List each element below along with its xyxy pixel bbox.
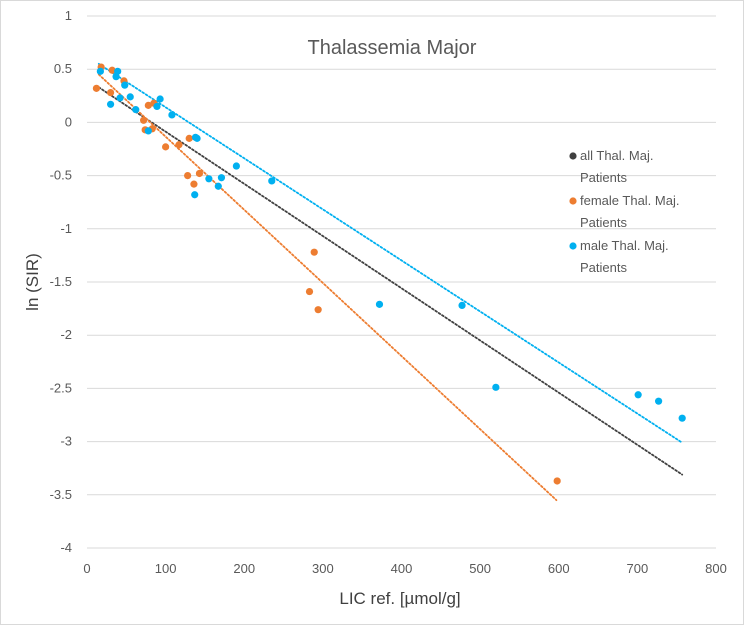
data-point-male <box>678 414 686 422</box>
data-points <box>92 63 686 485</box>
legend-label-male: Patients <box>580 260 627 275</box>
legend-marker-all <box>569 152 577 160</box>
x-tick-label: 0 <box>83 561 90 576</box>
data-point-male <box>106 100 115 108</box>
legend-marker-male <box>569 242 577 250</box>
data-point-male <box>156 95 164 103</box>
y-tick-label: -4 <box>60 540 72 555</box>
data-point-male <box>214 182 222 190</box>
data-point-male <box>114 67 122 75</box>
legend-label-male: male Thal. Maj. <box>580 238 669 253</box>
data-point-male <box>168 111 176 119</box>
x-tick-label: 200 <box>233 561 255 576</box>
y-tick-label: -2 <box>60 327 72 342</box>
y-tick-label: -1.5 <box>50 274 72 289</box>
data-point-male <box>116 94 124 102</box>
data-point-female <box>162 143 170 151</box>
legend-label-female: Patients <box>580 215 627 230</box>
data-point-female <box>314 306 322 314</box>
data-point-male <box>191 191 199 199</box>
legend-marker-female <box>569 197 577 205</box>
legend-label-all: Patients <box>580 170 627 185</box>
data-point-female <box>185 134 193 142</box>
legend-label-all: all Thal. Maj. <box>580 148 653 163</box>
data-point-male <box>96 67 104 75</box>
data-point-female <box>553 477 561 485</box>
y-tick-label: 0.5 <box>54 61 72 76</box>
data-point-female <box>140 116 148 124</box>
x-axis-title: LIC ref. [µmol/g] <box>339 589 460 608</box>
x-tick-label: 500 <box>469 561 491 576</box>
y-tick-label: 0 <box>65 114 72 129</box>
data-point-female <box>108 66 116 74</box>
data-point-male <box>492 383 500 391</box>
x-tick-label: 600 <box>548 561 570 576</box>
data-point-male <box>375 300 384 308</box>
chart-title: Thalassemia Major <box>308 37 477 59</box>
x-tick-label: 700 <box>627 561 649 576</box>
data-point-male <box>205 175 213 183</box>
data-point-male <box>217 174 226 182</box>
trendline-male <box>97 62 684 444</box>
data-point-female <box>310 248 318 256</box>
y-tick-label: -0.5 <box>50 168 72 183</box>
data-point-female <box>195 169 204 178</box>
gridlines <box>87 15 716 549</box>
data-point-female <box>144 101 152 109</box>
data-point-male <box>153 102 161 111</box>
x-tick-label: 100 <box>155 561 177 576</box>
data-point-male <box>121 81 129 89</box>
y-tick-label: 1 <box>65 8 72 23</box>
data-point-male <box>193 134 201 142</box>
x-tick-label: 800 <box>705 561 727 576</box>
data-point-female <box>92 84 101 92</box>
data-point-female <box>190 180 198 188</box>
data-point-male <box>458 301 466 310</box>
trendline-female <box>97 73 558 502</box>
data-point-male <box>634 391 642 399</box>
y-tick-label: -1 <box>60 221 72 236</box>
data-point-male <box>268 177 276 185</box>
data-point-male <box>132 106 140 114</box>
x-tick-label: 300 <box>312 561 334 576</box>
data-point-male <box>232 162 240 170</box>
data-point-male <box>126 93 134 101</box>
axis-ticks: 1 0.5 0 -0.5 -1 -1.5 -2 -2.5 -3 -3.5 -4 0 100 200 300 4… <box>50 8 727 576</box>
y-tick-label: -2.5 <box>50 380 72 395</box>
legend-label-female: female Thal. Maj. <box>580 193 679 208</box>
y-tick-label: -3.5 <box>50 487 72 502</box>
legend: all Thal. Maj. Patients female Thal. Maj. P… <box>569 148 679 275</box>
x-tick-label: 400 <box>391 561 413 576</box>
y-axis-title: ln (SIR) <box>23 253 42 311</box>
trendlines <box>97 62 684 502</box>
data-point-female <box>305 287 314 296</box>
data-point-female <box>106 89 115 97</box>
trendline-all <box>97 86 684 476</box>
data-point-female <box>175 141 183 149</box>
data-point-male <box>655 397 663 405</box>
data-point-female <box>184 172 192 180</box>
data-point-male <box>144 127 152 135</box>
y-tick-label: -3 <box>60 434 72 449</box>
